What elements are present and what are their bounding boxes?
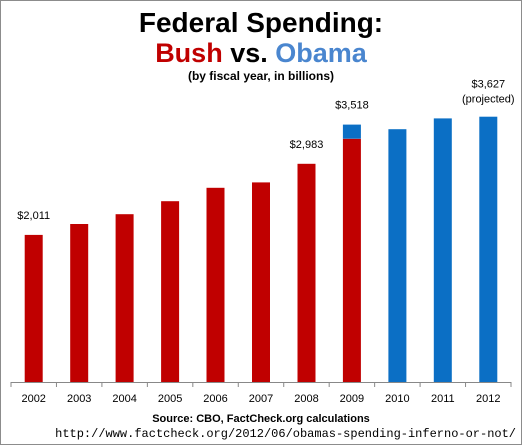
bar-bush-2003: [70, 224, 89, 382]
source-url: http://www.factcheck.org/2012/06/obamas-…: [55, 427, 516, 441]
bar-bush-2004: [115, 214, 134, 382]
bar-obama-2012: [479, 116, 498, 382]
data-label-2002: $2,011: [17, 210, 50, 222]
chart-title-line2: Bush vs. Obama: [1, 38, 521, 69]
chart-subtitle: (by fiscal year, in billions): [187, 69, 335, 83]
data-label-2012: $3,627: [471, 79, 505, 91]
bar-obama-2011: [433, 118, 452, 383]
bar-obama-2009: [342, 124, 361, 139]
source-note: Source: CBO, FactCheck.org calculations: [152, 413, 370, 425]
data-label-2008: $2,983: [290, 139, 324, 151]
title-vs: vs.: [230, 38, 268, 68]
x-tick-label-2007: 2007: [249, 393, 273, 405]
title-obama: Obama: [275, 38, 367, 68]
data-label-note-2012: (projected): [462, 94, 515, 106]
x-tick-label-2004: 2004: [112, 393, 136, 405]
x-tick-label-2009: 2009: [340, 393, 364, 405]
bar-obama-2010: [388, 129, 407, 382]
x-tick-label-2012: 2012: [476, 393, 500, 405]
x-tick-label-2011: 2011: [431, 393, 455, 405]
x-tick-label-2002: 2002: [21, 393, 45, 405]
x-tick-label-2010: 2010: [385, 393, 409, 405]
data-label-2009: $3,518: [335, 100, 369, 112]
bar-bush-2006: [206, 187, 225, 382]
chart-title-line1: Federal Spending:: [138, 7, 384, 38]
bar-bush-2009: [342, 138, 361, 383]
x-tick-label-2005: 2005: [158, 393, 182, 405]
bar-bush-2008: [297, 163, 316, 382]
bar-bush-2002: [24, 234, 43, 382]
x-tick-label-2008: 2008: [294, 393, 318, 405]
title-bush: Bush: [155, 38, 223, 68]
x-tick-label-2003: 2003: [67, 393, 91, 405]
bar-bush-2007: [252, 182, 270, 382]
x-tick-label-2006: 2006: [203, 393, 227, 405]
bar-bush-2005: [161, 201, 180, 382]
